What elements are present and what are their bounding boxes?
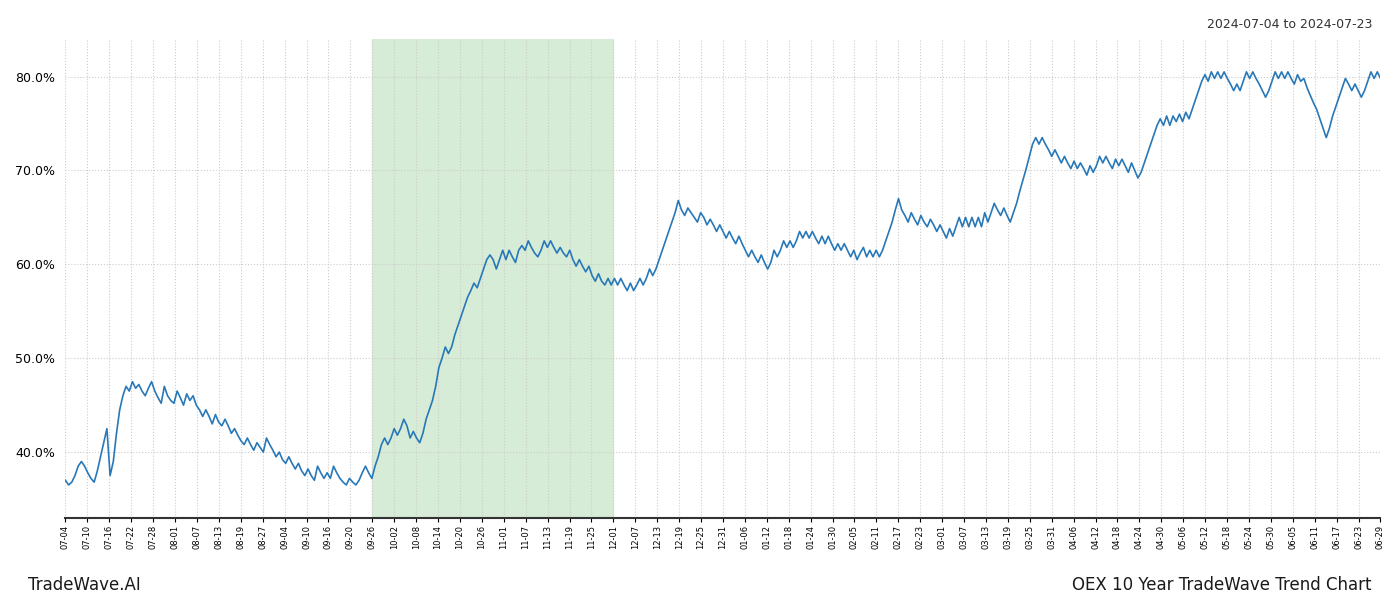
Text: 2024-07-04 to 2024-07-23: 2024-07-04 to 2024-07-23 (1207, 18, 1372, 31)
Text: OEX 10 Year TradeWave Trend Chart: OEX 10 Year TradeWave Trend Chart (1072, 576, 1372, 594)
Bar (372, 39, 613, 518)
Text: TradeWave.AI: TradeWave.AI (28, 576, 141, 594)
